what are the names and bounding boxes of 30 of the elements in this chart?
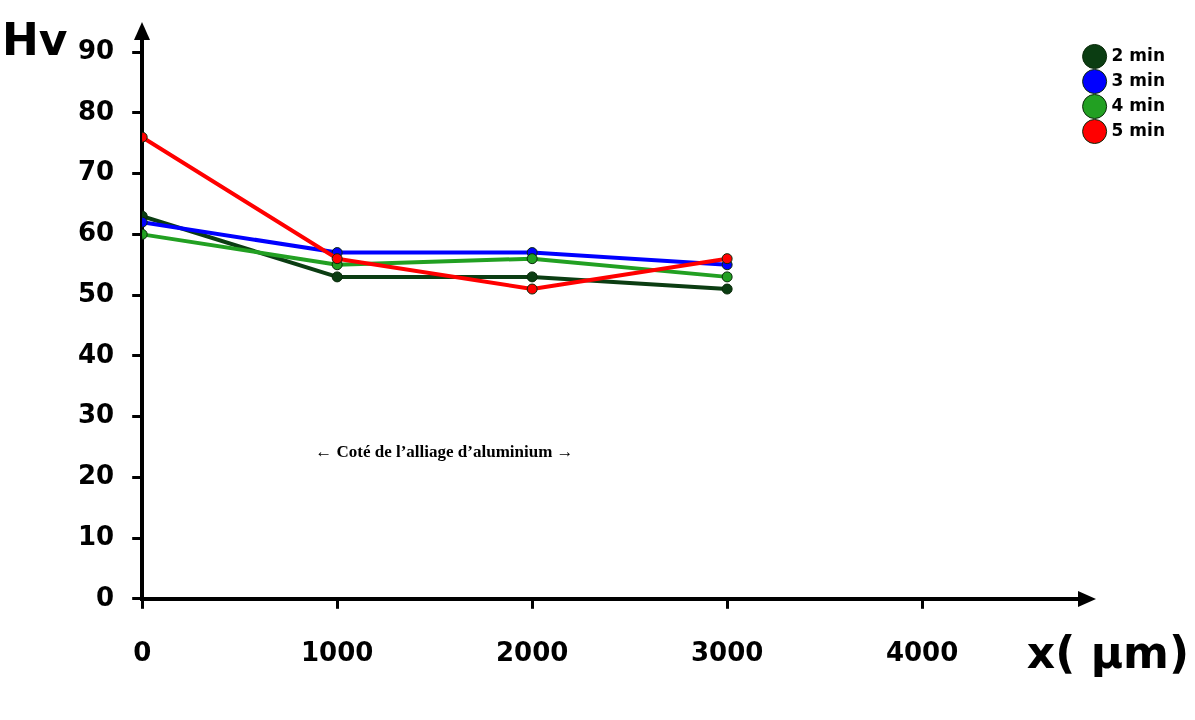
point <box>526 271 538 283</box>
point <box>526 253 538 265</box>
legend-label: 5 min <box>1111 119 1165 140</box>
y-tick-label: 20 <box>77 460 115 491</box>
y-tick-label: 10 <box>77 520 115 551</box>
y-tick-label: 70 <box>77 156 115 187</box>
legend-label: 3 min <box>1111 69 1165 90</box>
y-tick-label: 40 <box>77 338 115 369</box>
point <box>526 283 538 295</box>
x-tick-label: 2000 <box>495 637 569 668</box>
y-tick-label: 30 <box>77 399 115 430</box>
y-tick-label: 80 <box>77 95 115 126</box>
point <box>331 271 343 283</box>
y-tick-label: 0 <box>96 581 115 612</box>
y-tick-label: 90 <box>77 34 115 65</box>
y-tick-label: 60 <box>77 217 115 248</box>
x-tick-label: 1000 <box>300 637 374 668</box>
point <box>721 271 733 283</box>
y-tick-label: 50 <box>77 277 115 308</box>
point <box>331 253 343 265</box>
legend-label: 2 min <box>1111 44 1165 65</box>
x-tick-label: 4000 <box>885 637 959 668</box>
legend-label: 4 min <box>1111 94 1165 115</box>
point <box>721 253 733 265</box>
annotation: ← Coté de l’alliage d’aluminium → <box>315 442 574 462</box>
x-axis-title: x( µm) <box>1026 627 1189 679</box>
x-tick-label: 3000 <box>690 637 764 668</box>
y-axis-title: Hv <box>2 14 68 66</box>
x-tick-label: 0 <box>133 637 152 668</box>
point <box>721 283 733 295</box>
